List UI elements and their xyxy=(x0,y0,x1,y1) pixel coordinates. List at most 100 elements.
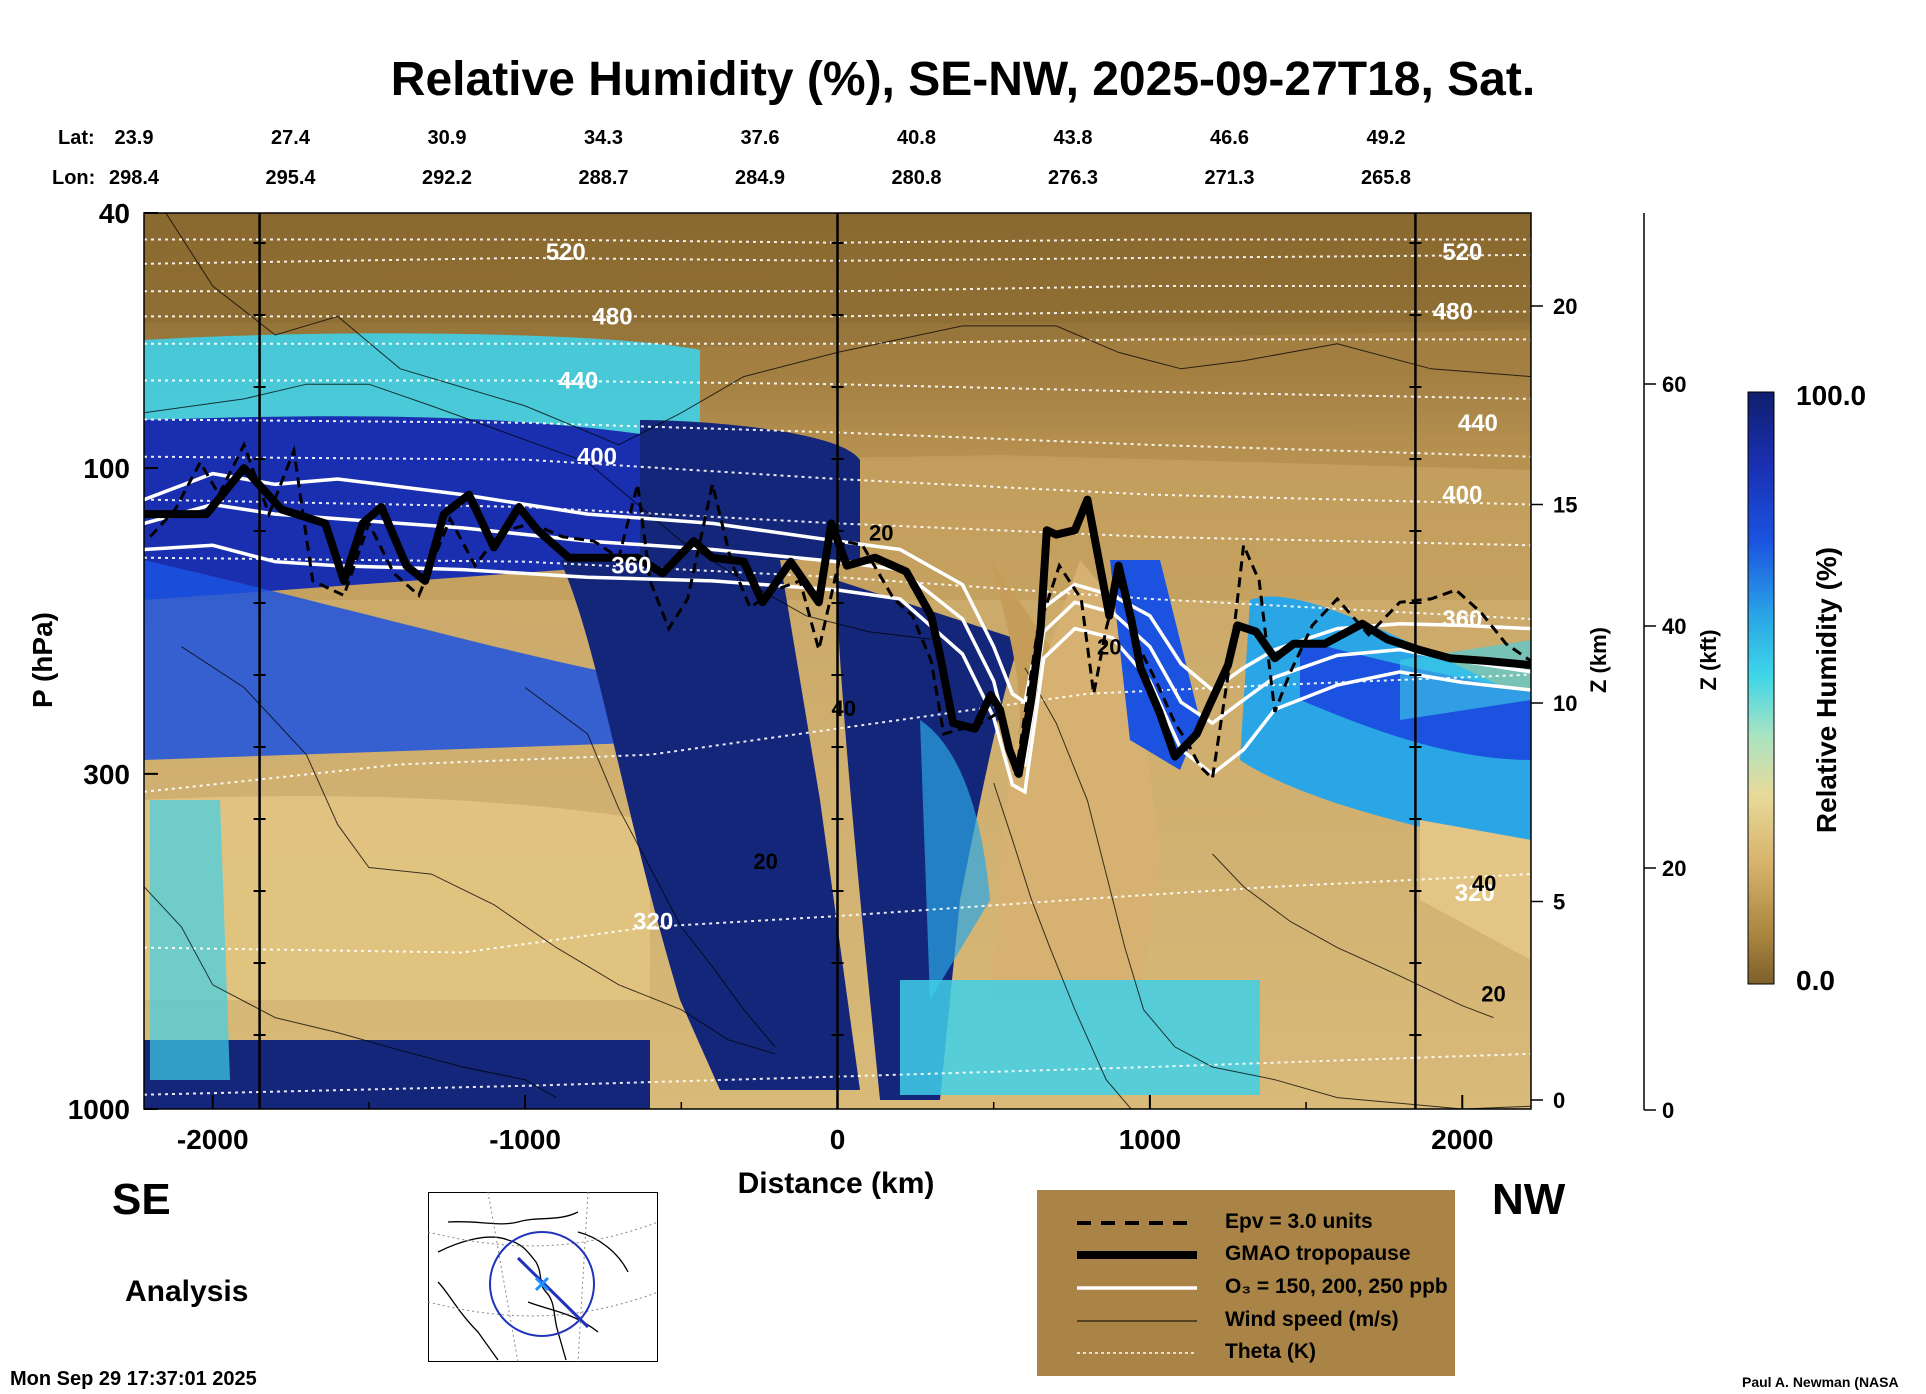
theta-contour-label: 360 xyxy=(1442,606,1482,633)
wind-contour xyxy=(144,383,932,640)
zkft-tick-label: 60 xyxy=(1662,372,1686,397)
wind-contour xyxy=(165,213,1531,446)
theta-contour-label: 360 xyxy=(611,553,651,580)
wind-contours xyxy=(144,213,1531,1109)
lat-value: 27.4 xyxy=(271,127,310,149)
lat-value: 46.6 xyxy=(1210,127,1249,149)
y-axis-label: P (hPa) xyxy=(27,612,58,708)
wind-contour xyxy=(993,782,1132,1109)
theta-contour-label: 480 xyxy=(1433,299,1473,326)
legend-tropopause-label: GMAO tropopause xyxy=(1225,1242,1411,1265)
lat-value: 23.9 xyxy=(114,127,154,149)
theta-contour-label: 320 xyxy=(633,909,673,936)
legend-ozone-label: O₃ = 150, 200, 250 ppb xyxy=(1225,1275,1448,1298)
theta-line xyxy=(144,673,1531,793)
lon-value: 284.9 xyxy=(734,167,786,189)
wind-contour xyxy=(144,886,557,1099)
chart-title: Relative Humidity (%), SE-NW, 2025-09-27… xyxy=(390,53,1536,106)
theta-contour-label: 320 xyxy=(1455,880,1495,907)
lon-value: 295.4 xyxy=(265,167,316,189)
zkft-tick-label: 20 xyxy=(1662,856,1686,881)
pressure-axis: 40 100 300 1000 xyxy=(68,198,158,1125)
direction-se: SE xyxy=(112,1175,171,1224)
x-axis: -2000 -1000 0 1000 2000 xyxy=(177,1095,1493,1155)
lat-value: 40.8 xyxy=(897,127,936,149)
theta-contour-label: 400 xyxy=(577,444,617,471)
timestamp: Mon Sep 29 17:37:01 2025 xyxy=(10,1368,257,1390)
colorbar-label: Relative Humidity (%) xyxy=(1811,547,1842,833)
wind-contour-label: 20 xyxy=(869,520,893,545)
locator-map: ✕ xyxy=(428,1192,658,1362)
coastline-icon xyxy=(437,1211,629,1361)
tropopause-polyline xyxy=(144,464,1531,778)
analysis-label: Analysis xyxy=(125,1275,249,1308)
wind-contour-label: 20 xyxy=(1097,635,1121,660)
x-tick-label: 0 xyxy=(830,1124,846,1155)
z-kft-axis: 0 20 40 60 xyxy=(1643,213,1686,1123)
zkft-tick-label: 40 xyxy=(1662,614,1686,639)
x-tick-label: 1000 xyxy=(1119,1124,1181,1155)
colorbar-min-label: 0.0 xyxy=(1796,965,1835,996)
lat-value: 34.3 xyxy=(584,127,623,149)
credit: Paul A. Newman (NASA xyxy=(1742,1374,1899,1390)
lon-value: 271.3 xyxy=(1204,167,1255,189)
lat-value: 43.8 xyxy=(1053,127,1093,149)
p-tick-label: 1000 xyxy=(68,1094,130,1125)
wind-contour-label: 40 xyxy=(1472,871,1496,896)
range-circle-icon xyxy=(489,1231,595,1337)
wind-contour xyxy=(1024,667,1531,1109)
theta-contour-label: 440 xyxy=(558,367,598,394)
theta-contour-label: 520 xyxy=(546,239,586,266)
p-tick-label: 300 xyxy=(83,759,130,790)
legend: Epv = 3.0 units GMAO tropopause O₃ = 150… xyxy=(1037,1190,1455,1376)
lon-value: 298.4 xyxy=(108,167,160,189)
zkm-tick-label: 5 xyxy=(1553,890,1565,915)
wind-contour xyxy=(1212,853,1494,1019)
theta-contour-label: 480 xyxy=(593,303,633,330)
ozone-contour xyxy=(144,502,1531,768)
direction-nw: NW xyxy=(1492,1175,1566,1224)
zkm-tick-label: 15 xyxy=(1553,493,1577,518)
reference-verticals xyxy=(253,213,1422,1109)
theta-contour-label: 400 xyxy=(1442,482,1482,509)
wind-contour xyxy=(524,687,776,1048)
tropopause-line xyxy=(144,464,1531,778)
z-kft-label: Z (kft) xyxy=(1696,629,1721,690)
theta-contour-label: 440 xyxy=(1458,410,1498,437)
z-km-label: Z (km) xyxy=(1586,627,1611,693)
p-tick-label: 40 xyxy=(99,198,130,229)
epv-line xyxy=(149,441,1531,782)
lat-label: Lat: xyxy=(58,127,95,149)
x-tick-label: 2000 xyxy=(1431,1124,1493,1155)
wind-contour-label: 40 xyxy=(832,696,856,721)
x-axis-label: Distance (km) xyxy=(738,1167,935,1200)
theta-contour-label: 520 xyxy=(1442,239,1482,266)
wind-contour-label: 20 xyxy=(753,849,777,874)
colorbar xyxy=(1747,391,1775,985)
zkm-tick-label: 10 xyxy=(1553,691,1577,716)
legend-theta-label: Theta (K) xyxy=(1225,1340,1316,1363)
center-cross-icon: ✕ xyxy=(533,1272,551,1297)
zkm-tick-label: 0 xyxy=(1553,1088,1565,1113)
contour-labels: 520 480 440 400 360 320 520 480 440 400 360 320 20 20… xyxy=(546,239,1506,1006)
lon-value: 288.7 xyxy=(578,167,629,189)
zkm-tick-label: 20 xyxy=(1553,294,1577,319)
lon-value: 276.3 xyxy=(1047,167,1099,189)
colorbar-max-label: 100.0 xyxy=(1796,380,1866,411)
lon-label: Lon: xyxy=(52,167,96,189)
zkft-tick-label: 0 xyxy=(1662,1098,1674,1123)
wind-contour xyxy=(181,646,776,1055)
lon-value: 265.8 xyxy=(1360,167,1412,189)
x-tick-label: -1000 xyxy=(489,1124,561,1155)
z-km-axis: 0 5 10 15 20 xyxy=(1531,294,1577,1113)
lat-value: 49.2 xyxy=(1366,127,1406,149)
epv-contour xyxy=(149,441,1531,782)
section-line-icon xyxy=(516,1256,590,1329)
lon-value: 292.2 xyxy=(421,167,473,189)
p-tick-label: 100 xyxy=(83,453,130,484)
lat-value: 30.9 xyxy=(427,127,467,149)
lat-value: 37.6 xyxy=(740,127,780,149)
wind-contour-label: 20 xyxy=(1481,981,1505,1006)
legend-epv-label: Epv = 3.0 units xyxy=(1225,1210,1373,1233)
